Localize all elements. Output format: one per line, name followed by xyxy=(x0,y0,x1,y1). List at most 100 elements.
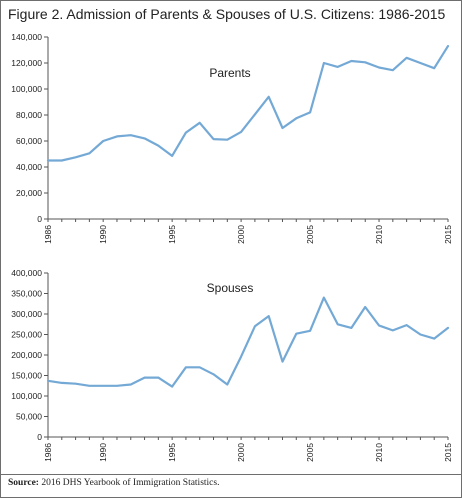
parents-y-tick-label: 20,000 xyxy=(16,188,42,198)
spouses-y-tick-label: 250,000 xyxy=(11,330,42,340)
parents-y-tick-label: 0 xyxy=(37,214,42,224)
parents-series-line xyxy=(46,44,450,162)
parents-data-point xyxy=(157,144,160,147)
spouses-data-point xyxy=(378,324,380,327)
figure-title: Figure 2. Admission of Parents & Spouses… xyxy=(8,6,446,22)
parents-series-label: Parents xyxy=(209,66,250,80)
spouses-data-point xyxy=(254,325,256,328)
spouses-data-point xyxy=(212,373,215,376)
parents-x-tick-label: 2005 xyxy=(305,225,315,244)
spouses-y-tick-label: 400,000 xyxy=(11,268,42,278)
parents-data-point xyxy=(364,61,367,64)
spouses-y-tick-label: 300,000 xyxy=(11,309,42,319)
parents-y-tick-label: 40,000 xyxy=(16,162,42,172)
source-label: Source: xyxy=(8,478,39,488)
spouses-x-tick-label: 1990 xyxy=(98,443,108,462)
spouses-data-point xyxy=(392,329,394,332)
spouses-data-point xyxy=(419,333,422,336)
parents-data-point xyxy=(74,156,77,159)
parents-data-point xyxy=(143,137,146,140)
spouses-chart: 0 50,000 100,000 150,000 200,000 250,000 300,0… xyxy=(11,268,453,462)
spouses-data-point xyxy=(240,355,242,358)
spouses-x-tick-label: 2015 xyxy=(443,443,453,462)
spouses-y-tick-label: 350,000 xyxy=(11,289,42,299)
source-divider xyxy=(1,474,461,475)
spouses-data-point xyxy=(309,330,311,332)
parents-data-point xyxy=(185,131,187,134)
spouses-data-point xyxy=(198,366,201,369)
parents-data-point xyxy=(350,60,353,62)
parents-data-point xyxy=(240,131,242,133)
parents-data-point xyxy=(336,66,339,68)
parents-data-point xyxy=(405,57,408,59)
spouses-series-label: Spouses xyxy=(207,281,254,295)
parents-data-point xyxy=(447,45,449,47)
parents-data-point xyxy=(60,159,63,162)
parents-data-point xyxy=(267,96,270,98)
spouses-data-point xyxy=(74,382,77,385)
source-text: 2016 DHS Yearbook of Immigration Statist… xyxy=(41,478,220,488)
spouses-series-line xyxy=(46,296,450,388)
spouses-data-point xyxy=(405,324,408,326)
parents-x-tick-label: 1995 xyxy=(167,225,177,244)
spouses-data-point xyxy=(295,332,298,335)
parents-data-point xyxy=(378,66,380,69)
parents-data-point xyxy=(433,67,436,69)
parents-y-tick-label: 60,000 xyxy=(16,136,42,146)
parents-x-tick-label: 2000 xyxy=(236,225,246,244)
parents-data-point xyxy=(392,69,394,71)
spouses-y-tick-label: 100,000 xyxy=(11,391,42,401)
spouses-y-tick-label: 0 xyxy=(37,432,42,442)
parents-data-point xyxy=(309,111,311,114)
spouses-data-point xyxy=(157,376,160,379)
parents-data-point xyxy=(295,117,298,120)
parents-data-point xyxy=(198,122,201,124)
parents-x-tick-label: 1990 xyxy=(98,225,108,244)
spouses-data-point xyxy=(88,384,91,387)
spouses-y-tick-label: 200,000 xyxy=(11,350,42,360)
parents-y-tick-label: 100,000 xyxy=(11,84,42,94)
source-note: Source: 2016 DHS Yearbook of Immigration… xyxy=(8,478,219,488)
parents-chart: 0 20,000 40,000 60,000 80,000 100,000 120,000 1… xyxy=(11,32,453,244)
spouses-y-tick-label: 50,000 xyxy=(16,412,42,422)
spouses-data-point xyxy=(323,296,325,299)
parents-data-point xyxy=(102,140,104,142)
spouses-data-point xyxy=(171,385,173,388)
parents-data-point xyxy=(212,138,215,140)
parents-y-tick-label: 80,000 xyxy=(16,110,42,120)
spouses-data-point xyxy=(226,383,229,386)
parents-data-point xyxy=(226,138,229,141)
spouses-y-tick-label: 150,000 xyxy=(11,371,42,381)
parents-x-tick-label: 2015 xyxy=(443,225,453,244)
spouses-data-point xyxy=(350,327,353,329)
spouses-data-point xyxy=(116,384,118,387)
spouses-data-point xyxy=(60,382,63,384)
spouses-data-point xyxy=(102,384,104,387)
spouses-data-point xyxy=(185,366,187,369)
spouses-data-point xyxy=(433,337,436,340)
charts-canvas: 0 20,000 40,000 60,000 80,000 100,000 120,000 1… xyxy=(11,32,453,462)
parents-x-tick-label: 1986 xyxy=(43,225,53,244)
spouses-data-point xyxy=(267,315,270,317)
spouses-data-point xyxy=(281,360,284,363)
parents-y-tick-label: 140,000 xyxy=(11,32,42,42)
spouses-data-point xyxy=(47,380,49,382)
parents-data-point xyxy=(323,62,325,64)
parents-data-point xyxy=(171,155,173,157)
parents-data-point xyxy=(419,62,422,64)
parents-data-point xyxy=(47,159,49,162)
spouses-data-point xyxy=(143,376,146,379)
spouses-data-point xyxy=(336,323,339,326)
spouses-x-tick-label: 1995 xyxy=(167,443,177,462)
parents-x-tick-label: 2010 xyxy=(374,225,384,244)
parents-data-point xyxy=(281,127,284,129)
spouses-x-tick-label: 2010 xyxy=(374,443,384,462)
spouses-x-tick-label: 2000 xyxy=(236,443,246,462)
parents-data-point xyxy=(129,134,132,136)
spouses-data-point xyxy=(129,383,132,386)
spouses-data-point xyxy=(364,306,367,308)
parents-data-point xyxy=(88,152,91,155)
parents-data-point xyxy=(116,135,118,138)
spouses-data-point xyxy=(447,327,449,329)
